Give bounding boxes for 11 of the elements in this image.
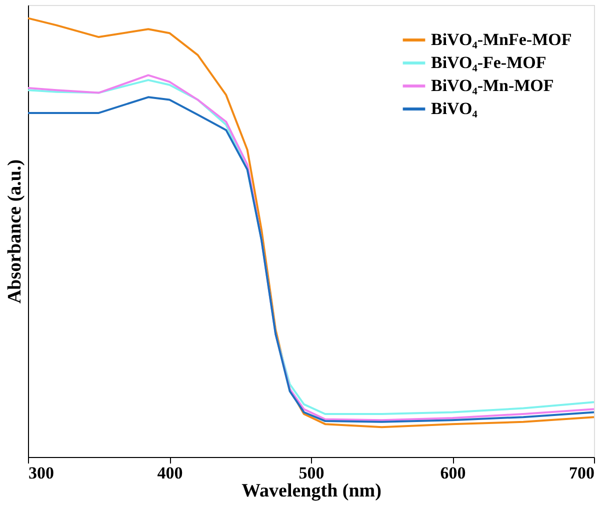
y-axis-title: Absorbance (a.u.) (4, 159, 26, 304)
x-tick-label: 500 (298, 464, 324, 482)
legend-label: BiVO₄-Fe-MOF (431, 53, 546, 72)
legend-label: BiVO₄-Mn-MOF (431, 76, 554, 95)
x-tick-label: 300 (28, 464, 54, 482)
x-tick-label: 600 (440, 464, 466, 482)
legend-label: BiVO₄ (431, 99, 478, 118)
x-tick-label: 400 (157, 464, 183, 482)
x-tick-label: 700 (569, 464, 594, 482)
x-axis-title: Wavelength (nm) (242, 480, 382, 502)
legend-label: BiVO₄-MnFe-MOF (431, 30, 572, 49)
